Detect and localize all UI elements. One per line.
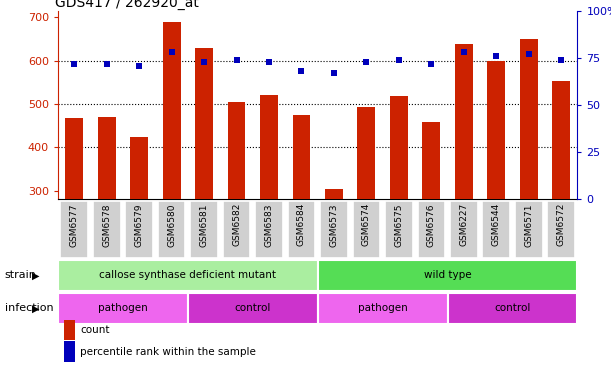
Text: GSM6578: GSM6578: [102, 203, 111, 247]
Bar: [228, 102, 246, 321]
Text: control: control: [235, 303, 271, 313]
FancyBboxPatch shape: [60, 201, 88, 258]
Text: pathogen: pathogen: [358, 303, 408, 313]
Bar: [325, 188, 343, 321]
Text: GSM6576: GSM6576: [427, 203, 436, 247]
Bar: [188, 293, 318, 324]
Bar: [318, 293, 447, 324]
Bar: [357, 107, 375, 321]
FancyBboxPatch shape: [158, 201, 186, 258]
Text: count: count: [80, 325, 109, 335]
FancyBboxPatch shape: [288, 201, 315, 258]
FancyBboxPatch shape: [353, 201, 380, 258]
Bar: [455, 44, 473, 321]
Text: GSM6581: GSM6581: [200, 203, 208, 247]
Bar: [293, 115, 310, 321]
FancyBboxPatch shape: [385, 201, 412, 258]
Text: GSM6582: GSM6582: [232, 203, 241, 246]
Text: GSM6572: GSM6572: [557, 203, 566, 246]
Text: GSM6571: GSM6571: [524, 203, 533, 247]
Text: pathogen: pathogen: [98, 303, 148, 313]
Text: GSM6580: GSM6580: [167, 203, 176, 247]
Bar: [448, 293, 577, 324]
Text: wild type: wild type: [424, 270, 471, 280]
FancyBboxPatch shape: [93, 201, 120, 258]
Bar: [195, 48, 213, 321]
Text: callose synthase deficient mutant: callose synthase deficient mutant: [100, 270, 276, 280]
Text: infection: infection: [5, 303, 54, 313]
Bar: [58, 260, 318, 291]
Text: percentile rank within the sample: percentile rank within the sample: [80, 347, 256, 356]
Text: GSM6544: GSM6544: [492, 203, 501, 246]
Text: GSM6579: GSM6579: [134, 203, 144, 247]
Text: GSM6573: GSM6573: [329, 203, 338, 247]
Bar: [130, 137, 148, 321]
Bar: [58, 293, 188, 324]
FancyBboxPatch shape: [223, 201, 251, 258]
FancyBboxPatch shape: [417, 201, 445, 258]
Text: GSM6583: GSM6583: [265, 203, 274, 247]
Text: ▶: ▶: [32, 270, 39, 280]
FancyBboxPatch shape: [320, 201, 348, 258]
FancyBboxPatch shape: [125, 201, 153, 258]
Text: GSM6584: GSM6584: [297, 203, 306, 246]
Bar: [163, 22, 181, 321]
FancyBboxPatch shape: [547, 201, 575, 258]
Text: GSM6574: GSM6574: [362, 203, 371, 246]
FancyBboxPatch shape: [190, 201, 218, 258]
Bar: [65, 118, 83, 321]
Text: GDS417 / 262920_at: GDS417 / 262920_at: [56, 0, 199, 10]
Text: ▶: ▶: [32, 303, 39, 313]
Bar: [422, 122, 441, 321]
Bar: [260, 96, 278, 321]
FancyBboxPatch shape: [255, 201, 283, 258]
Bar: [488, 61, 505, 321]
Text: GSM6575: GSM6575: [394, 203, 403, 247]
Text: GSM6577: GSM6577: [70, 203, 79, 247]
FancyBboxPatch shape: [450, 201, 478, 258]
FancyBboxPatch shape: [515, 201, 543, 258]
Bar: [98, 117, 115, 321]
FancyBboxPatch shape: [483, 201, 510, 258]
Text: GSM6227: GSM6227: [459, 203, 468, 246]
Bar: [552, 81, 570, 321]
Bar: [390, 96, 408, 321]
Text: control: control: [494, 303, 531, 313]
Text: strain: strain: [5, 270, 37, 280]
Bar: [520, 39, 538, 321]
Bar: [318, 260, 577, 291]
